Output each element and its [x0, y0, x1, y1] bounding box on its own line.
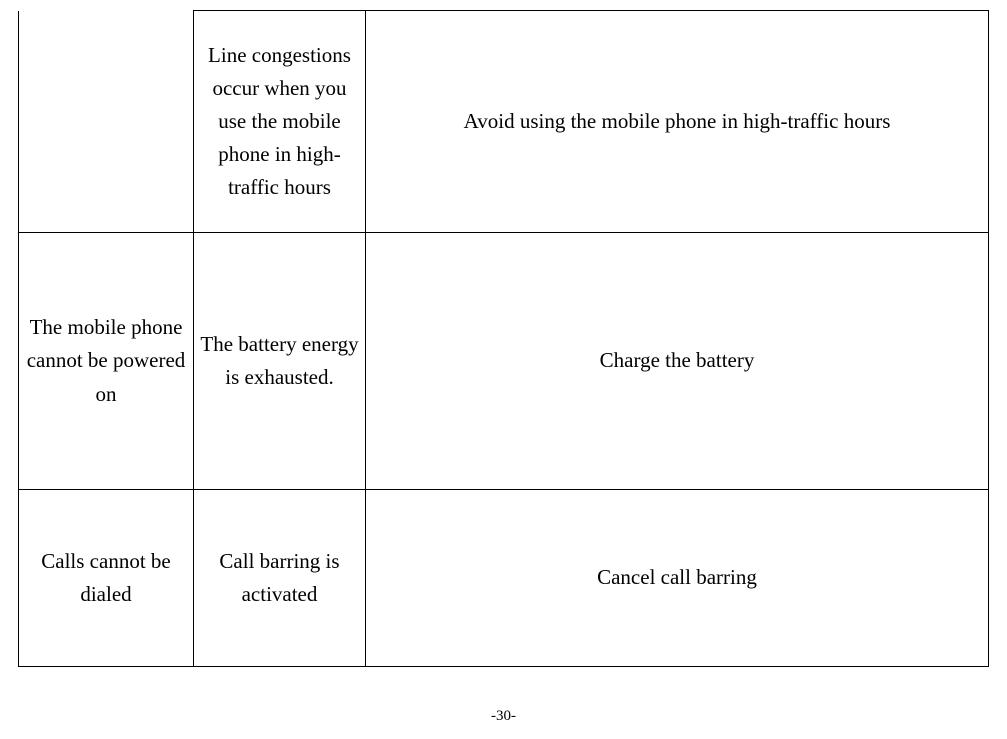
solution-cell: Avoid using the mobile phone in high-tra… [366, 11, 989, 233]
solution-cell: Cancel call barring [366, 490, 989, 667]
table-row: Calls cannot be dialed Call barring is a… [19, 490, 989, 667]
table-row: The mobile phone cannot be powered on Th… [19, 233, 989, 490]
troubleshooting-table: Line congestions occur when you use the … [18, 10, 989, 667]
solution-cell: Charge the battery [366, 233, 989, 490]
cause-cell: The battery energy is exhausted. [194, 233, 366, 490]
table-row: Line congestions occur when you use the … [19, 11, 989, 233]
cause-cell: Line congestions occur when you use the … [194, 11, 366, 233]
page-number: -30- [491, 708, 516, 725]
problem-cell: The mobile phone cannot be powered on [19, 233, 194, 490]
problem-cell: Calls cannot be dialed [19, 490, 194, 667]
problem-cell [19, 11, 194, 233]
cause-cell: Call barring is activated [194, 490, 366, 667]
troubleshooting-table-container: Line congestions occur when you use the … [0, 0, 1007, 667]
